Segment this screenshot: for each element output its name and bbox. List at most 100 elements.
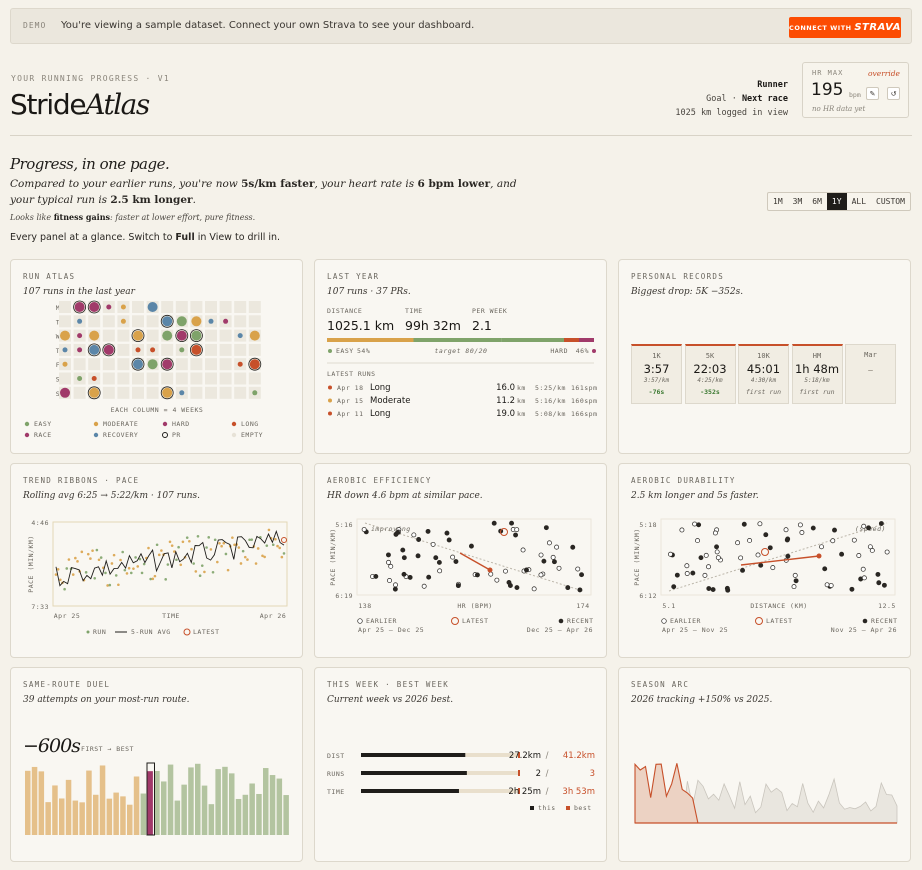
- pr-ring: [175, 329, 189, 342]
- split-hard-a: [564, 338, 579, 342]
- card-subtitle: 39 attempts on your most-run route.: [23, 695, 190, 705]
- earlier-dot: [361, 527, 367, 532]
- hard-pct: 46%: [576, 347, 589, 355]
- legend-earlier-dot: [661, 618, 667, 624]
- pr-card[interactable]: 5K 22:03 4:25/km -352s: [684, 344, 736, 404]
- card-title: RUN ATLAS: [23, 272, 76, 281]
- recent-dot: [426, 574, 432, 580]
- pr-card[interactable]: HM 1h 48m 5:18/km first run: [791, 344, 843, 404]
- range-tab-1y[interactable]: 1Y: [826, 193, 847, 210]
- run-dot: [89, 557, 92, 560]
- recent-dot: [849, 586, 855, 592]
- run-dot: [74, 556, 77, 560]
- connect-strava-button[interactable]: CONNECT WITH STRAVA: [789, 17, 901, 38]
- pr-ring: [189, 343, 203, 357]
- run-dot: [160, 549, 163, 552]
- eyebrow: YOUR RUNNING PROGRESS · V1: [11, 74, 171, 83]
- run-dot: [89, 330, 100, 341]
- attempt-bar: [59, 798, 65, 835]
- run-dot: [166, 563, 170, 566]
- range-tab-all[interactable]: ALL: [851, 197, 867, 206]
- run-dot: [271, 543, 275, 547]
- legend-earlier: EARLIER: [366, 617, 397, 625]
- earlier-dot: [550, 554, 556, 560]
- big-note: FIRST → BEST: [81, 745, 134, 753]
- recent-dot: [444, 530, 450, 536]
- x-mid: DISTANCE (KM): [750, 602, 807, 610]
- pencil-icon[interactable]: ✎: [866, 87, 879, 100]
- earlier-dot: [856, 553, 862, 558]
- attempt-bar: [167, 764, 174, 835]
- run-dot: [168, 540, 172, 544]
- cell: [117, 386, 130, 399]
- range-tabs: 1M 3M 6M 1Y ALL CUSTOM: [767, 192, 911, 211]
- run-dot: [191, 330, 202, 341]
- pr-pace: 5:18/km: [804, 377, 830, 384]
- run-dot: [147, 359, 158, 370]
- demo-message: You're viewing a sample dataset. Connect…: [61, 20, 475, 31]
- run-dot: [261, 554, 264, 558]
- every-bold: Full: [175, 232, 195, 243]
- shift-arrow: [459, 552, 491, 571]
- pr-card[interactable]: Mar –: [845, 344, 896, 404]
- run-unit: km: [517, 397, 526, 405]
- attempt-bar: [215, 769, 221, 835]
- card-title: AEROBIC EFFICIENCY: [327, 476, 432, 485]
- run-dot: [59, 578, 62, 582]
- run-dot: [121, 550, 124, 554]
- earlier-dot: [747, 538, 753, 543]
- last-year-panel: DISTANCE 1025.1 km TIME 99h 32m PER WEEK 2.1 E…: [327, 307, 597, 419]
- cell: [205, 301, 217, 313]
- x-mid: HR (BPM): [457, 602, 492, 610]
- day-label: W: [56, 333, 60, 341]
- legend-swatch: [93, 421, 99, 427]
- run-dot: [136, 565, 140, 568]
- earlier-dot: [797, 522, 803, 528]
- stat-label: DISTANCE: [327, 307, 362, 315]
- earlier-dot: [692, 521, 698, 527]
- route-bars: −600s FIRST → BEST: [23, 735, 289, 836]
- earlier-dot: [437, 568, 443, 574]
- pr-card[interactable]: 10K 45:01 4:30/km first run: [738, 344, 789, 404]
- recent-dot: [436, 559, 442, 565]
- range-tab-3m[interactable]: 3M: [792, 197, 803, 206]
- run-dot: [65, 567, 69, 570]
- recent-dot: [793, 578, 799, 584]
- cell: [73, 358, 86, 371]
- earlier-dot: [430, 541, 436, 547]
- demo-banner: DEMO You're viewing a sample dataset. Co…: [10, 8, 912, 44]
- looks-bold: fitness gains: [53, 212, 111, 222]
- hr-override-link[interactable]: override: [868, 69, 900, 78]
- run-dot: [276, 544, 279, 548]
- earlier-dot: [684, 571, 690, 576]
- reset-icon[interactable]: ↺: [887, 87, 900, 100]
- run-dot: [140, 571, 144, 575]
- legend-label: RACE: [34, 431, 52, 439]
- range-tab-1m[interactable]: 1M: [773, 197, 783, 206]
- recent-dot: [706, 586, 712, 591]
- run-dot: [162, 330, 173, 341]
- earlier-dot: [706, 564, 711, 570]
- run-dot: [208, 318, 214, 324]
- run-dot: [71, 573, 75, 576]
- legend-run-dot: [86, 630, 90, 634]
- pr-ring: [87, 386, 101, 400]
- range-tab-6m[interactable]: 6M: [812, 197, 822, 206]
- pr-ring: [248, 357, 262, 371]
- pr-card[interactable]: 1K 3:57 3:57/km -76s: [631, 344, 682, 404]
- attempt-bar: [120, 796, 126, 835]
- range-tab-custom[interactable]: CUSTOM: [876, 197, 905, 206]
- easy-dot: [328, 349, 332, 353]
- y-bottom: 6:19: [335, 592, 353, 600]
- card-subtitle: Biggest drop: 5K −352s.: [631, 287, 744, 297]
- pr-time: 22:03: [693, 362, 727, 376]
- x-start: 5.1: [662, 602, 675, 610]
- cell: [59, 301, 71, 313]
- card-subtitle: 107 runs · 37 PRs.: [327, 287, 411, 297]
- attempt-bar: [52, 785, 58, 835]
- run-dot: [211, 570, 215, 574]
- earlier-dot: [867, 544, 873, 550]
- recent-dot: [740, 567, 745, 573]
- run-dot: [188, 539, 191, 543]
- run-dot: [218, 541, 221, 545]
